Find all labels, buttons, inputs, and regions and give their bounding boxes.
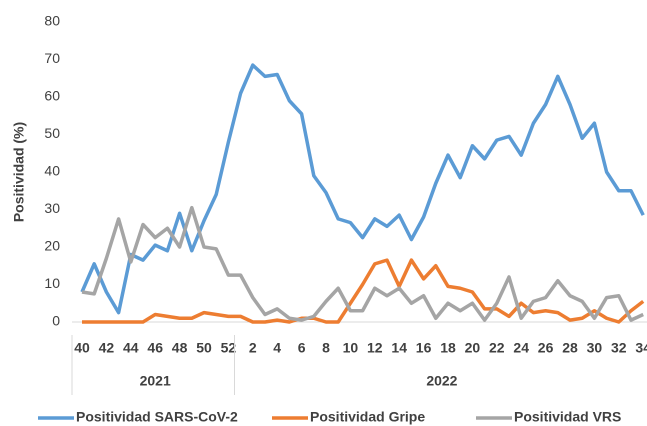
x-tick-label: 34: [635, 340, 647, 356]
y-tick-label: 10: [44, 275, 60, 291]
x-tick-label: 20: [465, 340, 481, 356]
y-tick-label: 70: [44, 50, 60, 66]
x-tick-label: 12: [367, 340, 383, 356]
x-tick-label: 48: [172, 340, 188, 356]
legend-label: Positividad VRS: [514, 409, 621, 425]
x-tick-label: 32: [611, 340, 627, 356]
x-tick-label: 44: [123, 340, 139, 356]
x-tick-label: 24: [513, 340, 529, 356]
x-tick-label: 50: [196, 340, 212, 356]
x-tick-label: 26: [538, 340, 554, 356]
series-line: [80, 63, 645, 315]
y-tick-label: 80: [44, 13, 60, 29]
year-label: 2021: [140, 373, 171, 389]
y-tick-label: 40: [44, 163, 60, 179]
year-label: 2022: [426, 373, 457, 389]
x-tick-label: 42: [99, 340, 115, 356]
legend-label: Positividad SARS-CoV-2: [76, 409, 238, 425]
x-tick-label: 6: [298, 340, 306, 356]
y-axis-title: Positividad (%): [11, 122, 27, 222]
x-tick-label: 28: [562, 340, 578, 356]
y-tick-label: 0: [52, 313, 60, 329]
y-tick-label: 30: [44, 200, 60, 216]
x-tick-label: 14: [391, 340, 407, 356]
x-tick-label: 46: [147, 340, 163, 356]
x-tick-label: 40: [74, 340, 90, 356]
x-tick-label: 18: [440, 340, 456, 356]
x-tick-label: 16: [416, 340, 432, 356]
series-line: [81, 205, 644, 322]
x-tick-label: 22: [489, 340, 505, 356]
x-tick-label: 2: [249, 340, 257, 356]
x-tick-label: 52: [221, 340, 237, 356]
x-tick-label: 4: [273, 340, 281, 356]
y-tick-label: 50: [44, 125, 60, 141]
x-tick-label: 10: [343, 340, 359, 356]
x-tick-label: 8: [322, 340, 330, 356]
y-tick-label: 20: [44, 238, 60, 254]
legend-label: Positividad Gripe: [310, 409, 425, 425]
x-tick-label: 30: [587, 340, 603, 356]
series-line: [82, 258, 645, 324]
y-tick-label: 60: [44, 88, 60, 104]
